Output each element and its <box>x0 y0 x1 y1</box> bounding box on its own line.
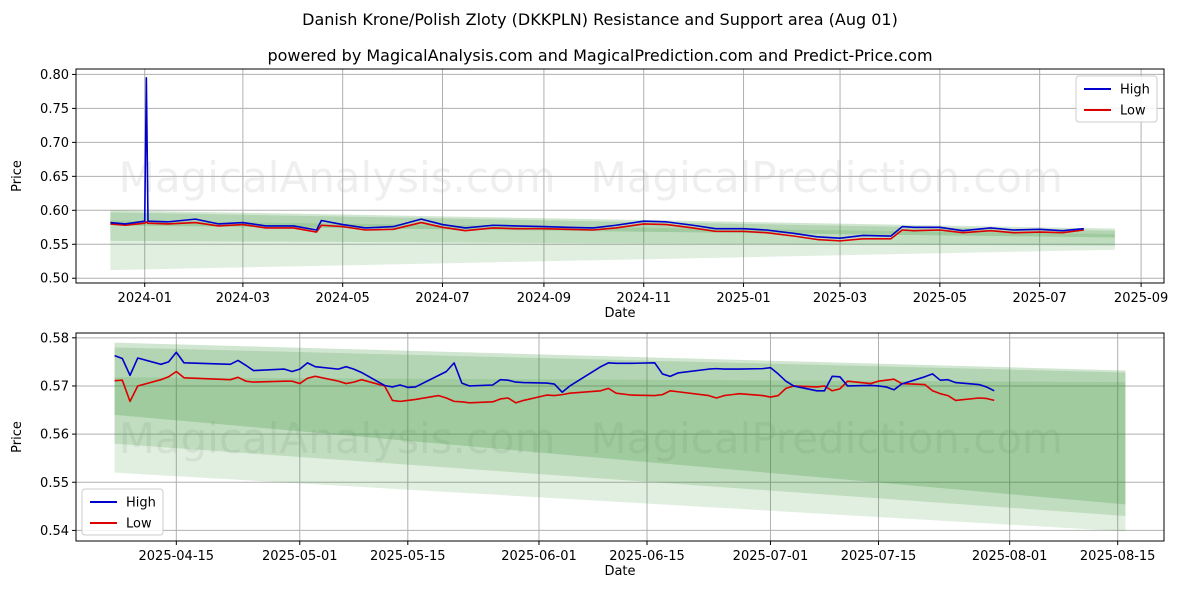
y-tick-label: 0.70 <box>40 136 69 151</box>
x-tick-label: 2025-06-15 <box>609 549 685 564</box>
y-tick-label: 0.57 <box>40 379 69 394</box>
support-resistance-band <box>114 347 1126 516</box>
watermark-text: MagicalPrediction.com <box>590 414 1063 463</box>
y-tick-label: 0.55 <box>40 238 69 253</box>
plot-frame <box>75 332 1165 542</box>
plot-frame <box>75 68 1165 284</box>
x-tick-label: 2025-07-15 <box>841 549 917 564</box>
y-tick-label: 0.65 <box>40 170 69 185</box>
legend: High Low <box>1075 75 1158 123</box>
y-tick-label: 0.54 <box>40 524 69 539</box>
watermark-text: MagicalPrediction.com <box>590 153 1063 202</box>
x-tick-label: 2024-03 <box>216 291 270 306</box>
chart-panel-1: MagicalAnalysis.com MagicalPrediction.com… <box>10 68 1168 321</box>
y-tick-label: 0.56 <box>40 428 69 443</box>
y-tick-label: 0.58 <box>40 331 69 346</box>
y-tick-label: 0.50 <box>40 272 69 287</box>
x-tick-label: 2024-07 <box>415 291 469 306</box>
x-tick-label: 2025-05-01 <box>262 549 338 564</box>
x-tick-label: 2025-05-15 <box>370 549 446 564</box>
x-tick-label: 2025-03 <box>813 291 867 306</box>
y-tick-label: 0.75 <box>40 102 69 117</box>
x-tick-label: 2025-07 <box>1012 291 1066 306</box>
y-tick-label: 0.80 <box>40 68 69 83</box>
y-tick-label: 0.55 <box>40 476 69 491</box>
legend-label-high: High <box>126 496 156 511</box>
y-axis-label: Price <box>10 421 25 453</box>
legend: High Low <box>81 488 164 536</box>
legend-label-high: High <box>1120 83 1150 98</box>
support-resistance-band <box>110 220 1115 271</box>
support-resistance-band <box>114 377 1126 532</box>
x-tick-label: 2025-05 <box>913 291 967 306</box>
series-line-low <box>110 221 1084 242</box>
legend-label-low: Low <box>1120 104 1146 119</box>
x-tick-label: 2024-11 <box>617 291 671 306</box>
x-tick-label: 2025-08-15 <box>1080 549 1156 564</box>
x-tick-label: 2024-09 <box>517 291 571 306</box>
series-line-low <box>114 370 995 404</box>
x-tick-label: 2025-01 <box>716 291 770 306</box>
watermark-text: MagicalAnalysis.com <box>119 153 556 202</box>
y-axis-label: Price <box>10 160 25 192</box>
x-tick-label: 2024-05 <box>316 291 370 306</box>
x-axis-label: Date <box>604 564 635 579</box>
chart-title: Danish Krone/Polish Zloty (DKKPLN) Resis… <box>302 10 898 29</box>
series-line-high <box>114 351 995 394</box>
chart-panel-2: MagicalAnalysis.com MagicalPrediction.com… <box>10 331 1165 579</box>
y-tick-label: 0.60 <box>40 204 69 219</box>
legend-label-low: Low <box>126 517 152 532</box>
support-resistance-band <box>110 210 1115 238</box>
x-tick-label: 2025-09 <box>1114 291 1168 306</box>
x-tick-label: 2025-07-01 <box>733 549 809 564</box>
x-tick-label: 2025-06-01 <box>501 549 577 564</box>
x-tick-label: 2025-04-15 <box>139 549 215 564</box>
series-line-high <box>110 77 1084 239</box>
chart-subtitle: powered by MagicalAnalysis.com and Magic… <box>267 46 933 65</box>
x-tick-label: 2025-08-01 <box>972 549 1048 564</box>
x-tick-label: 2024-01 <box>118 291 172 306</box>
watermark-text: MagicalAnalysis.com <box>119 414 556 463</box>
x-axis-label: Date <box>604 306 635 321</box>
